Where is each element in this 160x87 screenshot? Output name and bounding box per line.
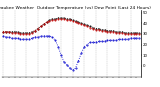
Title: Milwaukee Weather  Outdoor Temperature (vs) Dew Point (Last 24 Hours): Milwaukee Weather Outdoor Temperature (v… — [0, 6, 151, 10]
